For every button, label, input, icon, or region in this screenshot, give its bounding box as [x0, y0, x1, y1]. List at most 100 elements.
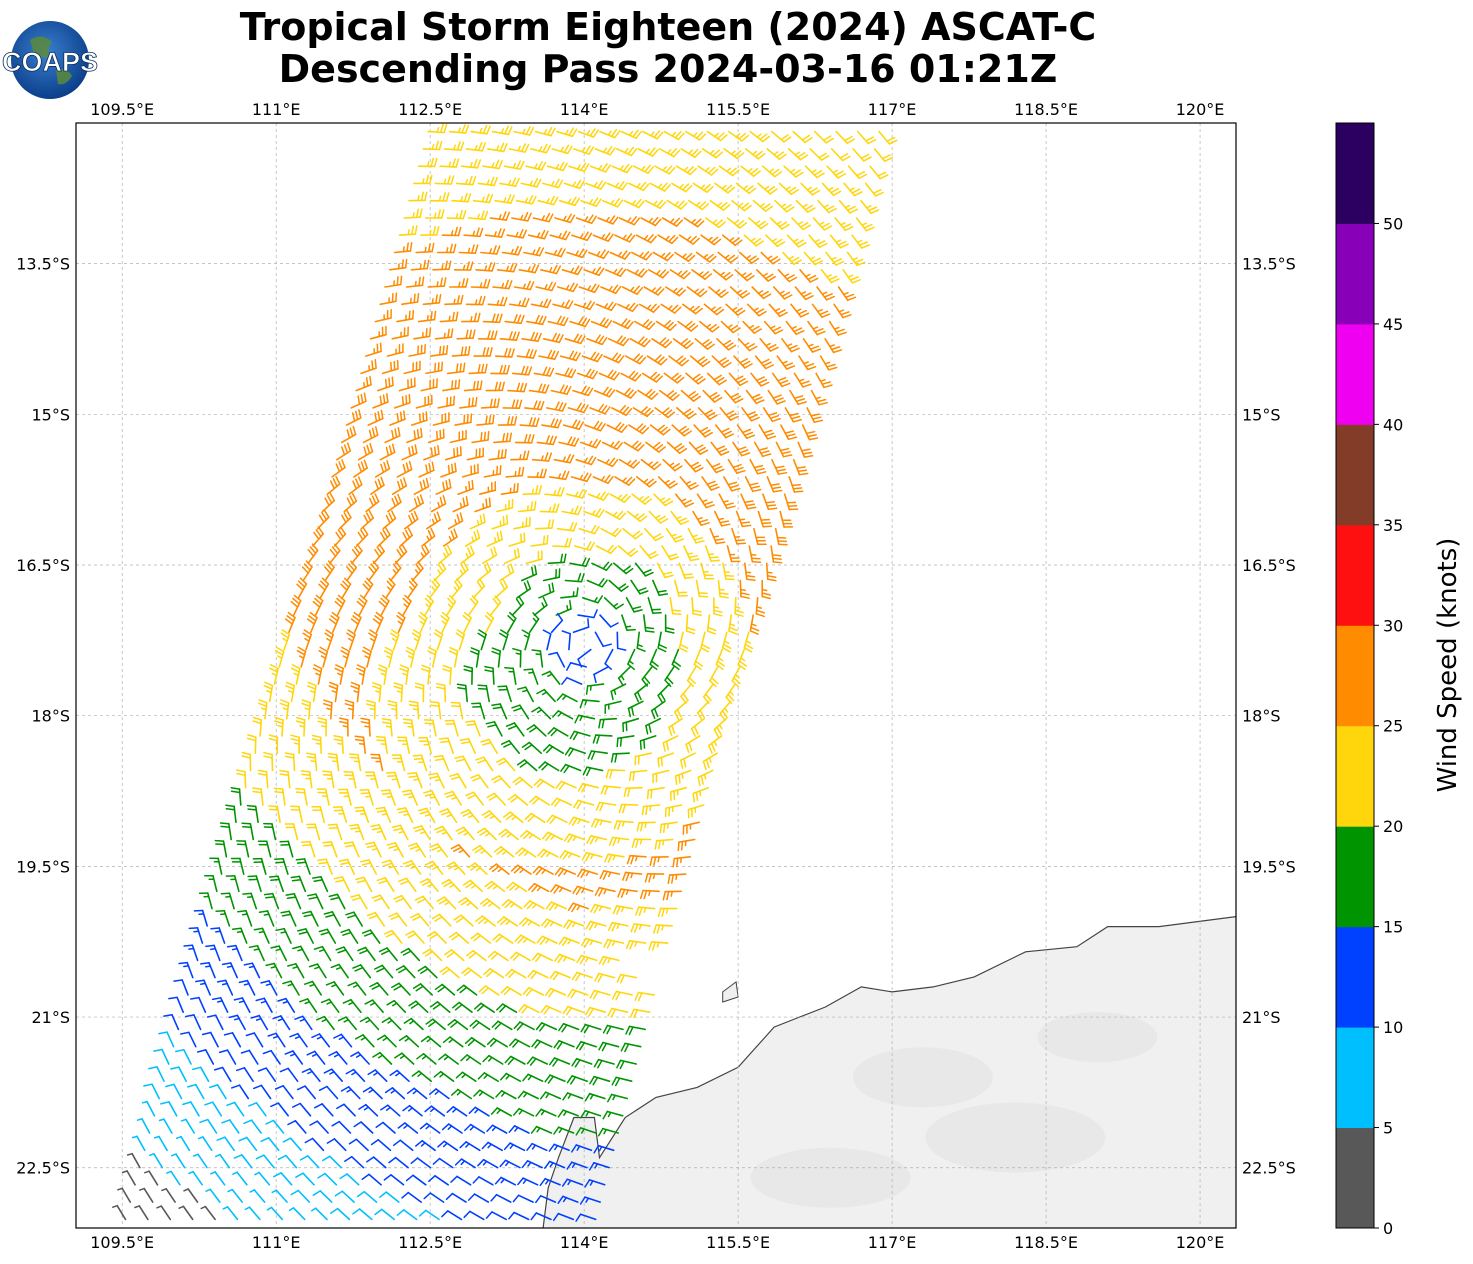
wind-barb — [420, 378, 438, 392]
wind-barb — [494, 579, 509, 599]
wind-barb — [614, 233, 636, 243]
wind-barb — [640, 458, 662, 471]
wind-barb — [579, 438, 602, 449]
wind-barb — [418, 736, 433, 755]
wind-barb — [755, 596, 766, 618]
wind-barb — [649, 855, 669, 867]
wind-barb — [493, 845, 515, 858]
wind-barb — [630, 923, 651, 933]
colorbar-tick-label: 15 — [1383, 918, 1403, 937]
wind-barb — [741, 407, 760, 422]
wind-barb — [620, 1042, 642, 1053]
wind-barb — [170, 1066, 187, 1082]
wind-barb — [342, 998, 362, 1014]
wind-barb — [126, 1152, 141, 1169]
wind-barb — [701, 148, 723, 159]
wind-barb — [391, 477, 408, 496]
wind-barb — [378, 947, 398, 962]
wind-barb — [597, 1127, 620, 1137]
wind-barb — [496, 1003, 518, 1014]
lon-tick-label-bottom: 112.5°E — [398, 1233, 462, 1252]
wind-barb — [433, 1070, 455, 1082]
wind-barb — [244, 1206, 261, 1221]
wind-barb — [601, 198, 624, 208]
wind-barb — [542, 332, 564, 344]
wind-barb — [691, 596, 702, 616]
wind-barb — [642, 130, 664, 140]
wind-barb — [316, 509, 330, 530]
wind-barb — [687, 804, 705, 819]
wind-barb — [448, 278, 469, 288]
wind-barb — [288, 1207, 306, 1221]
wind-barb — [314, 1103, 334, 1117]
wind-barb — [722, 562, 735, 581]
wind-barb — [354, 735, 367, 755]
wind-barb — [541, 670, 561, 685]
wind-barb — [618, 458, 640, 469]
wind-barb — [221, 1119, 240, 1134]
wind-barb — [348, 753, 362, 772]
lat-tick-label-right: 22.5°S — [1242, 1159, 1296, 1178]
wind-barb — [345, 409, 362, 426]
wind-barb — [405, 276, 425, 288]
wind-barb — [497, 416, 518, 426]
wind-barb — [530, 1125, 553, 1134]
wind-barb — [350, 611, 362, 634]
wind-barb — [594, 631, 612, 648]
wind-barb — [400, 947, 421, 962]
wind-barb — [372, 393, 389, 409]
wind-barb — [338, 788, 352, 806]
wind-barb — [454, 413, 473, 426]
wind-barb — [530, 534, 549, 547]
wind-barb — [751, 286, 772, 300]
wind-barb — [354, 806, 370, 824]
wind-barb — [547, 315, 569, 327]
wind-barb — [391, 754, 406, 772]
wind-barb — [794, 286, 814, 301]
wind-barb — [485, 381, 505, 392]
wind-barb — [483, 967, 505, 979]
wind-barb — [766, 476, 783, 493]
wind-barb — [499, 563, 515, 582]
wind-barb — [329, 1207, 351, 1221]
wind-barb — [763, 320, 784, 335]
wind-barb — [360, 859, 378, 875]
wind-barb — [112, 1204, 127, 1221]
wind-barb — [661, 545, 680, 561]
wind-barb — [304, 1137, 325, 1152]
wind-barb — [617, 888, 638, 898]
wind-barb — [471, 702, 486, 720]
wind-barb — [531, 952, 554, 963]
wind-barb — [297, 928, 315, 944]
wind-barb — [601, 440, 623, 451]
wind-barb — [577, 609, 598, 619]
wind-barb — [792, 458, 809, 476]
wind-barb — [598, 955, 620, 966]
wind-barb — [602, 1024, 624, 1035]
wind-barb — [418, 461, 435, 478]
wind-barb — [430, 1001, 451, 1014]
wind-barb — [548, 470, 570, 481]
wind-barb — [510, 450, 530, 461]
wind-barb — [795, 199, 816, 213]
wind-barb — [798, 355, 817, 371]
wind-barb — [270, 945, 288, 962]
wind-barb — [451, 345, 471, 357]
wind-barb — [434, 328, 454, 340]
wind-barb — [432, 1157, 454, 1169]
wind-barb — [384, 1087, 406, 1100]
wind-barb — [141, 1100, 156, 1117]
wind-barb — [215, 909, 231, 927]
wind-barb — [470, 932, 492, 944]
wind-barb — [591, 561, 613, 572]
wind-barb — [374, 460, 391, 478]
wind-barb — [815, 372, 833, 389]
wind-barb — [697, 407, 718, 421]
wind-barb — [454, 1158, 476, 1169]
wind-barb — [552, 299, 574, 310]
wind-barb — [350, 392, 367, 409]
wind-barb — [274, 646, 285, 668]
wind-barb — [452, 496, 469, 513]
wind-barb — [230, 857, 245, 875]
wind-barb — [562, 1092, 584, 1101]
